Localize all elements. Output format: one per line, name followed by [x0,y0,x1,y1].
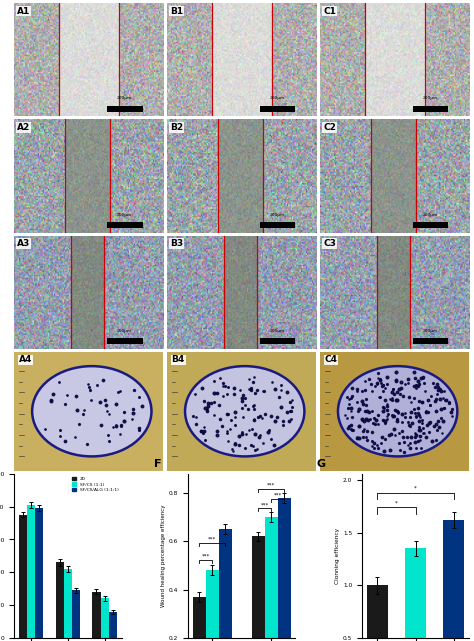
Bar [412,338,448,344]
Text: ***: *** [202,554,210,559]
Text: B2: B2 [170,123,183,132]
Text: C4: C4 [325,356,337,365]
Y-axis label: Wound healing percentage efficiency: Wound healing percentage efficiency [161,504,166,607]
Text: F: F [154,459,161,469]
Bar [193,597,206,641]
Text: A3: A3 [17,239,30,248]
Text: 200μm: 200μm [423,97,438,101]
Text: ***: *** [208,537,217,542]
Bar [412,222,448,228]
Bar [107,338,143,344]
Bar [107,106,143,112]
Text: B3: B3 [170,239,183,248]
Bar [443,520,465,641]
Text: A1: A1 [17,6,30,15]
Bar [278,498,291,641]
Bar [252,537,264,641]
Text: *: * [395,501,398,505]
Text: C1: C1 [323,6,336,15]
Text: ***: *** [267,483,275,488]
Bar [35,508,43,638]
Bar [206,570,219,641]
Text: G: G [317,459,326,469]
Text: A4: A4 [18,356,32,365]
Legend: 2D, SF/CS (1:1), SF/CS/ALG (1:1:1): 2D, SF/CS (1:1), SF/CS/ALG (1:1:1) [71,476,119,493]
Bar [27,505,35,638]
Text: A2: A2 [17,123,30,132]
Bar [260,106,295,112]
Bar [109,612,117,638]
Text: 200μm: 200μm [117,97,132,101]
Text: 200μm: 200μm [423,329,438,333]
Bar [367,585,388,641]
Bar [107,222,143,228]
Text: 200μm: 200μm [117,213,132,217]
Text: B4: B4 [172,356,185,365]
Text: C2: C2 [323,123,336,132]
Text: C3: C3 [323,239,336,248]
Text: 200μm: 200μm [270,213,285,217]
Text: B1: B1 [170,6,183,15]
Bar [92,592,100,638]
Text: 200μm: 200μm [270,97,285,101]
Text: ***: *** [261,502,269,507]
Bar [72,590,80,638]
Bar [412,106,448,112]
Bar [260,222,295,228]
Ellipse shape [338,366,457,456]
Bar [264,517,278,641]
Text: 200μm: 200μm [270,329,285,333]
Bar [405,549,426,641]
Text: *: * [414,486,417,490]
Text: 200μm: 200μm [117,329,132,333]
Y-axis label: Clonning efficiency: Clonning efficiency [335,528,340,584]
Bar [19,515,27,638]
Bar [64,569,72,638]
Ellipse shape [32,366,152,456]
Text: ***: *** [273,492,282,497]
Bar [219,529,232,641]
Ellipse shape [185,366,304,456]
Bar [260,338,295,344]
Text: 200μm: 200μm [423,213,438,217]
Bar [56,562,64,638]
Bar [100,599,109,638]
